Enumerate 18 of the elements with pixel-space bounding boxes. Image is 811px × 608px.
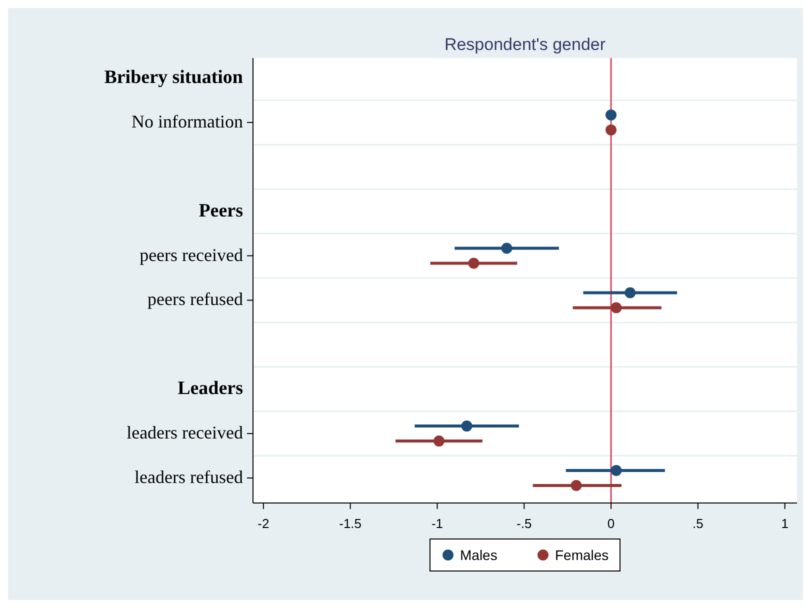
x-tick-label: .5 bbox=[692, 516, 704, 531]
chart-title: Respondent's gender bbox=[444, 35, 606, 54]
y-tick-label: Bribery situation bbox=[104, 67, 244, 88]
y-tick-label: No information bbox=[132, 111, 243, 132]
y-tick-label: peers received bbox=[140, 244, 243, 265]
x-tick-label: -1.5 bbox=[339, 516, 362, 531]
y-tick-label: peers refused bbox=[148, 289, 243, 310]
y-tick-label: Peers bbox=[198, 200, 243, 222]
x-tick-label: 1 bbox=[781, 516, 788, 531]
y-tick-label: leaders refused bbox=[134, 467, 243, 487]
x-tick-label: 0 bbox=[607, 516, 615, 531]
x-tick-label: -2 bbox=[258, 516, 270, 531]
legend-label: Males bbox=[460, 547, 498, 563]
x-tick-label: -1 bbox=[431, 516, 444, 531]
legend-label: Females bbox=[555, 547, 609, 563]
y-tick-label: Leaders bbox=[178, 378, 243, 400]
x-tick-label: -.5 bbox=[516, 516, 532, 531]
y-tick-label: leaders received bbox=[126, 422, 243, 443]
